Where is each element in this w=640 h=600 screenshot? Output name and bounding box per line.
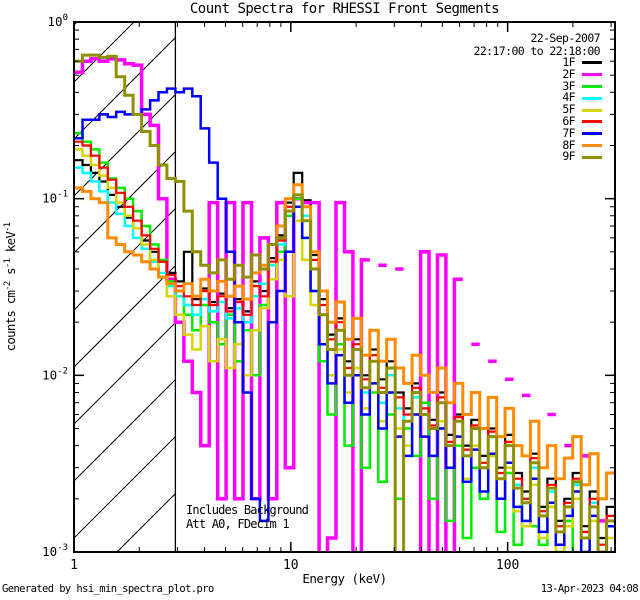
legend-item-3F: 3F	[562, 78, 602, 93]
y-tick-label-1e-1: 10-1	[42, 190, 68, 206]
legend-item-7F: 7F	[562, 125, 602, 140]
x-tick-label-1: 1	[70, 558, 78, 573]
observation-time-range: 22:17:00 to 22:18:00	[473, 44, 601, 58]
plot-frame	[73, 21, 616, 553]
legend-item-5F: 5F	[562, 102, 602, 117]
legend-item-6F: 6F	[562, 113, 602, 128]
plot-title: Count Spectra for RHESSI Front Segments	[189, 1, 500, 17]
legend-swatch-1F	[582, 61, 602, 65]
y-axis-label: counts cm-2 s-1 keV-1	[3, 222, 18, 351]
legend-swatch-8F	[582, 143, 602, 147]
legend-label-6F: 6F	[562, 113, 575, 128]
legend-label-3F: 3F	[562, 78, 575, 93]
x-axis-label: Energy (keV)	[302, 571, 387, 586]
generated-by-text: Generated by hsi_min_spectra_plot.pro	[2, 583, 214, 595]
annotation-background: Includes Background	[186, 503, 309, 517]
legend-item-9F: 9F	[562, 151, 602, 163]
series-8F-curve	[74, 183, 615, 501]
y-tick-label-1e-2: 10-2	[42, 366, 68, 382]
legend-label-1F: 1F	[562, 55, 575, 69]
x-tick-label-100: 100	[496, 558, 519, 573]
render-timestamp: 13-Apr-2023 04:08	[540, 583, 639, 595]
y-tick-label-1e0: 100	[48, 13, 68, 29]
legend-swatch-2F	[582, 73, 602, 77]
annotation-attenuator: Att A0, FDecim 1	[186, 517, 290, 531]
legend-swatch-4F	[582, 96, 602, 100]
legend-label-5F: 5F	[562, 102, 575, 117]
series-9F-curve	[74, 53, 615, 552]
legend-swatch-5F	[582, 108, 602, 112]
x-tick-label-10: 10	[283, 558, 299, 573]
series-7F-curve	[74, 87, 615, 552]
legend-swatch-7F	[582, 132, 602, 136]
legend-item-2F: 2F	[562, 66, 602, 81]
annotation-block: Includes Background Att A0, FDecim 1	[186, 503, 309, 531]
legend-label-9F: 9F	[562, 149, 575, 164]
legend-item-1F: 1F	[562, 55, 602, 69]
legend-swatch-9F	[582, 155, 602, 159]
legend-label-7F: 7F	[562, 125, 575, 140]
legend: 1F 2F 3F 4F 5F 6F 7F 8F 9F	[562, 55, 602, 163]
legend-label-4F: 4F	[562, 90, 575, 105]
series-2F-curve	[74, 56, 607, 552]
axis-ticks	[73, 21, 615, 553]
legend-swatch-3F	[582, 84, 602, 88]
legend-label-8F: 8F	[562, 137, 575, 152]
y-tick-label-1e-3: 10-3	[42, 543, 68, 559]
legend-item-8F: 8F	[562, 137, 602, 152]
spectra-curves	[74, 53, 615, 552]
observation-date: 22-Sep-2007	[530, 31, 600, 45]
legend-swatch-6F	[582, 120, 602, 124]
legend-label-2F: 2F	[562, 66, 575, 81]
legend-item-4F: 4F	[562, 92, 602, 104]
